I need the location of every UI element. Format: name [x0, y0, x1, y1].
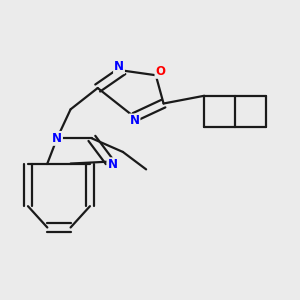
Text: N: N — [107, 158, 117, 171]
Text: N: N — [130, 114, 140, 128]
Text: O: O — [155, 65, 166, 78]
Text: N: N — [52, 132, 62, 145]
Text: N: N — [114, 60, 124, 73]
